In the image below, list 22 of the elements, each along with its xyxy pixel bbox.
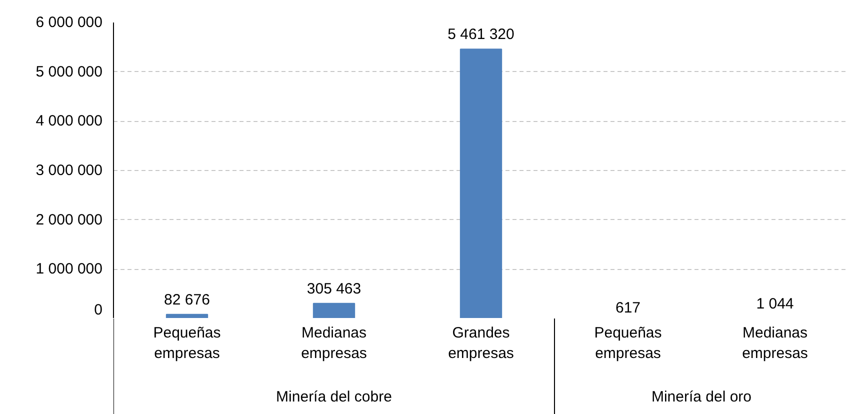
x-tick-label: Pequeñas empresas [594, 324, 662, 362]
y-tick-label: 6 000 000 [36, 14, 103, 31]
y-tick-label: 5 000 000 [36, 63, 103, 80]
bar [460, 48, 502, 318]
data-label: 5 461 320 [448, 26, 514, 44]
x-tick-label: Medianas empresas [742, 324, 808, 362]
y-tick-label: 3 000 000 [36, 162, 103, 179]
y-tick-label: 1 000 000 [36, 260, 103, 278]
data-label: 1 044 [756, 295, 794, 312]
y-tick-label: 2 000 000 [36, 211, 103, 228]
y-tick-label: 0 [94, 302, 102, 318]
y-tick-label: 4 000 000 [36, 112, 103, 130]
data-label: 305 463 [306, 280, 362, 298]
x-tick-label: Pequeñas empresas [153, 324, 221, 362]
text: Minería del oro [651, 388, 752, 406]
x-tick-label: Medianas empresas [301, 324, 367, 362]
data-label: 617 [615, 299, 641, 316]
data-label: 82 676 [164, 291, 210, 308]
bar [166, 314, 208, 318]
bar [312, 302, 356, 318]
text: Minería del cobre [276, 388, 392, 406]
x-tick-label: Grandes empresas [448, 324, 514, 362]
